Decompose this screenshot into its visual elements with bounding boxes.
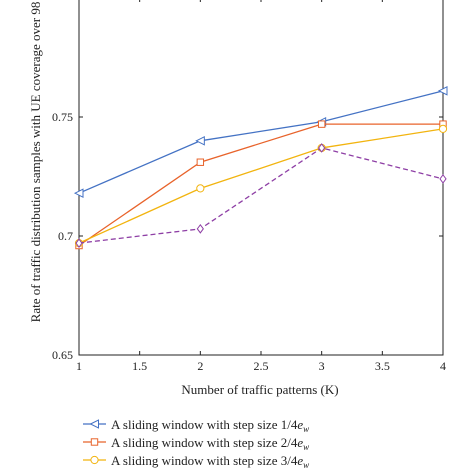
legend-swatch-marker [90,438,99,446]
x-tick-label: 2.5 [254,359,269,373]
series-3-line [78,128,444,244]
series-1-point [195,135,205,146]
series-2-point [317,120,326,128]
series-2-line [78,123,443,247]
series-3-point [196,184,205,193]
series-layer [73,86,448,250]
series-4-point [75,238,83,248]
x-tick-label: 3 [319,359,325,373]
series-2-point [196,158,205,166]
series-1 [73,86,448,198]
y-tick-label: 0.7 [58,229,73,243]
x-tick-label: 2 [197,359,203,373]
y-tick-label: 0.75 [52,110,73,124]
x-tick-label: 4 [440,359,446,373]
plot-axes [78,0,444,356]
legend-entry-2: A sliding window with step size 2/4ew [83,435,309,452]
y-tick-label: 0.65 [52,348,73,362]
x-tick-label: 1 [76,359,82,373]
series-4-point [196,224,204,234]
series-3-point [438,124,448,133]
x-tick-label: 3.5 [375,359,390,373]
legend-swatch-marker [90,455,99,465]
series-4-line [78,147,444,244]
legend-swatch-marker [89,419,99,429]
x-tick-label: 1.5 [132,359,147,373]
legend-label: A sliding window with step size 3/4ew [111,453,309,470]
legend-entry-1: A sliding window with step size 1/4ew [83,417,309,434]
x-axis-ticks: 1 1.5 2 2.5 3 3.5 4 [76,0,446,373]
legend-label: A sliding window with step size 1/4ew [111,417,309,434]
series-2 [75,120,447,250]
series-1-point [437,86,448,96]
series-4-point [318,143,326,153]
y-axis-ticks: 0.65 0.7 0.75 [52,110,443,362]
series-4-point [439,174,447,184]
series-1-point [73,188,84,198]
plot-frame [78,0,444,356]
legend-label: A sliding window with step size 2/4ew [111,435,309,452]
series-4 [75,143,447,248]
x-axis-label: Number of traffic patterns (K) [181,382,338,397]
legend-entry-3: A sliding window with step size 3/4ew [83,453,309,470]
y-axis-label: Rate of traffic distribution samples wit… [28,2,43,323]
series-1-line [78,90,444,194]
